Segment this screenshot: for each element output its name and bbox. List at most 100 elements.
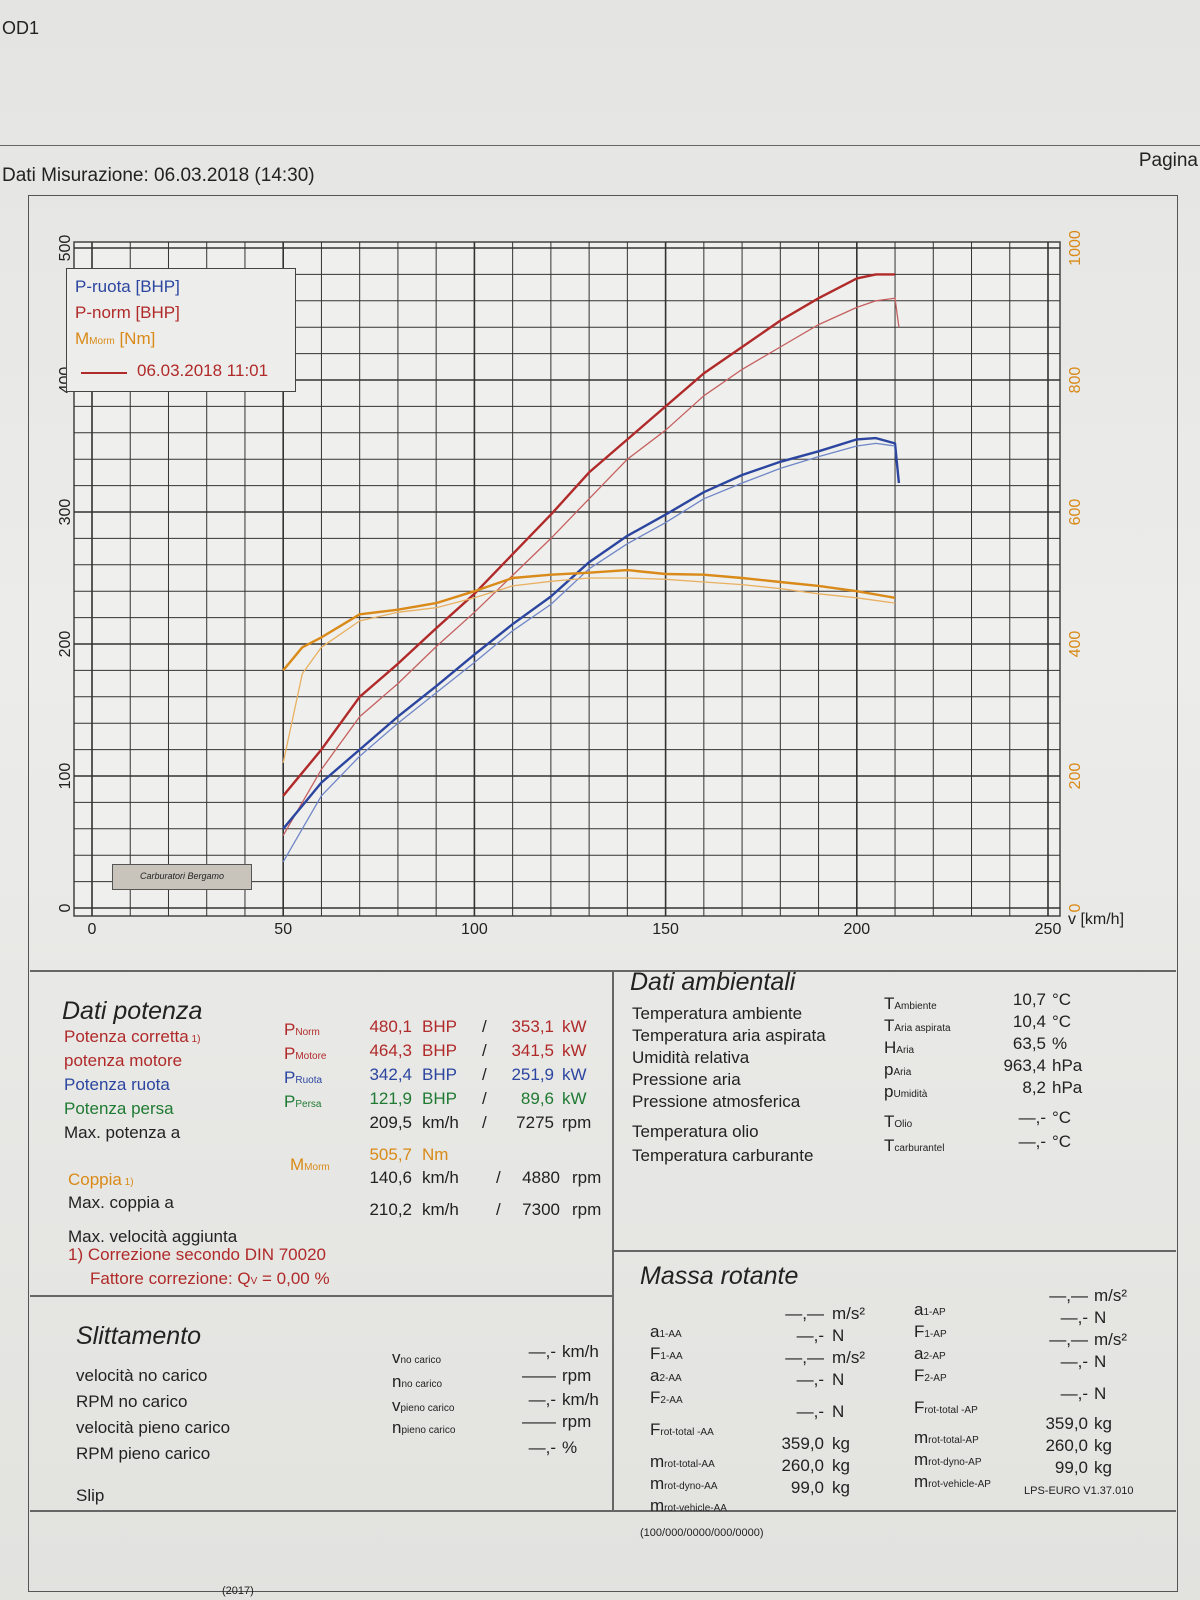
series-line-5 bbox=[282, 577, 896, 763]
power-symbol: PMotore bbox=[284, 1044, 326, 1064]
mass-left-unit: kg bbox=[832, 1478, 850, 1497]
power-value-2: 89,6 bbox=[520, 1089, 554, 1108]
ambient-symbol-symbol: T bbox=[884, 1016, 895, 1035]
ambient-value: 10,7 bbox=[1012, 990, 1046, 1009]
series-line-0 bbox=[282, 273, 895, 797]
mass-left-symbol: a1-AA bbox=[650, 1322, 682, 1342]
power-unit-2: kW bbox=[562, 1089, 587, 1108]
max_speed-sep: / bbox=[496, 1200, 501, 1219]
power-value-2: 251,9 bbox=[511, 1065, 554, 1084]
mass-left-symbol-symbol: F bbox=[650, 1420, 661, 1439]
max_torque-label: Max. coppia a bbox=[68, 1193, 174, 1212]
mass-right-symbol-symbol: m bbox=[914, 1472, 929, 1491]
mass-right-value: —,- bbox=[1060, 1352, 1088, 1371]
ambient-value: 8,2 bbox=[1022, 1078, 1046, 1097]
slip-symbol: npieno carico bbox=[392, 1418, 455, 1438]
mass-right-unit: m/s² bbox=[1094, 1286, 1128, 1305]
ambient-section-title: Dati ambientali bbox=[630, 968, 796, 996]
mass-left-value: 359,0 bbox=[781, 1434, 824, 1453]
mass-right-symbol-symbol: F bbox=[914, 1322, 925, 1341]
ambient-symbol-sub: Aria bbox=[896, 1045, 915, 1056]
report-code: OD1 bbox=[2, 18, 40, 38]
legend-m-symbol: M bbox=[75, 329, 90, 348]
power-value-1: 342,4 bbox=[369, 1065, 412, 1084]
header-rule bbox=[0, 145, 1200, 146]
mass-left-symbol-symbol: F bbox=[650, 1344, 661, 1363]
mass-left-symbol-sub: rot-total-AA bbox=[664, 1459, 715, 1470]
power-unit-2: kW bbox=[562, 1065, 587, 1084]
mass-right-symbol-sub: rot-total -AP bbox=[924, 1405, 978, 1416]
power-section-title: Dati potenza bbox=[62, 997, 203, 1025]
legend-date-line bbox=[81, 372, 127, 374]
y-left-tick-label: 300 bbox=[57, 499, 74, 526]
x-axis-label: v [km/h] bbox=[1068, 911, 1124, 928]
mass-right-symbol-sub: 1-AP bbox=[924, 1329, 947, 1340]
y-right-tick-label: 600 bbox=[1067, 499, 1084, 526]
mass-left-symbol-symbol: m bbox=[650, 1474, 665, 1493]
ambient-value: 10,4 bbox=[1012, 1012, 1046, 1031]
mass-right-symbol-symbol: a bbox=[914, 1300, 924, 1319]
power-sep: / bbox=[482, 1089, 487, 1108]
mass-right-symbol: mrot-vehicle-AP bbox=[914, 1472, 991, 1492]
footer-code: (100/000/0000/000/0000) bbox=[640, 1527, 764, 1539]
mass-right-value: 260,0 bbox=[1045, 1436, 1088, 1455]
mass-right-symbol-symbol: F bbox=[914, 1398, 925, 1417]
legend-m-unit: [Nm] bbox=[114, 329, 156, 348]
power-sep: / bbox=[482, 1041, 487, 1060]
power-sep: / bbox=[482, 1065, 487, 1084]
mass-left-symbol-symbol: a bbox=[650, 1322, 660, 1341]
mass-right-unit: N bbox=[1094, 1308, 1107, 1327]
max_speed-value-2: 7300 bbox=[522, 1200, 560, 1219]
power-symbol-symbol: P bbox=[284, 1092, 296, 1111]
x-tick-label: 150 bbox=[652, 921, 679, 938]
ambient-value: 63,5 bbox=[1012, 1034, 1046, 1053]
ambient-symbol: TAmbiente bbox=[884, 994, 937, 1014]
mass-left-symbol-sub: 1-AA bbox=[660, 1351, 683, 1362]
mass-left-symbol-symbol: F bbox=[650, 1388, 661, 1407]
mass-right-symbol: a2-AP bbox=[914, 1344, 946, 1364]
mass-right-value: —,— bbox=[1049, 1330, 1088, 1349]
mass-left-symbol-symbol: m bbox=[650, 1496, 665, 1515]
mass-right-symbol: mrot-dyno-AP bbox=[914, 1450, 982, 1470]
power-sep: / bbox=[482, 1113, 487, 1132]
software-version: LPS-EURO V1.37.010 bbox=[1024, 1485, 1134, 1497]
mass-right-symbol-sub: 2-AP bbox=[924, 1373, 947, 1384]
slip-value: —— bbox=[522, 1366, 556, 1385]
y-left-tick-label: 100 bbox=[57, 763, 74, 790]
slip-unit: rpm bbox=[562, 1412, 592, 1431]
slip-value: —,- bbox=[528, 1390, 556, 1409]
mass-left-symbol: Frot-total -AA bbox=[650, 1420, 714, 1440]
ambient-label: Temperatura carburante bbox=[632, 1146, 814, 1165]
power-symbol-symbol: P bbox=[284, 1068, 296, 1087]
slip-symbol: vno carico bbox=[392, 1348, 441, 1368]
x-tick-label: 200 bbox=[843, 921, 870, 938]
y-left-tick-label: 200 bbox=[57, 631, 74, 658]
series-line-1 bbox=[282, 297, 900, 836]
legend-m-sub: Morm bbox=[89, 336, 115, 347]
mass-left-unit: N bbox=[832, 1370, 845, 1389]
y-right-tick-label: 800 bbox=[1067, 367, 1084, 394]
power-symbol: PNorm bbox=[284, 1020, 320, 1040]
max_speed-value-1: 210,2 bbox=[369, 1200, 412, 1219]
mass-left-symbol: a2-AA bbox=[650, 1366, 682, 1386]
slip-symbol-symbol: v bbox=[392, 1396, 401, 1415]
ambient-unit: °C bbox=[1052, 990, 1072, 1009]
legend-m-norm: MMorm [Nm] bbox=[75, 329, 155, 349]
ambient-symbol-symbol: T bbox=[884, 1136, 895, 1155]
mass-left-value: —,— bbox=[785, 1304, 824, 1323]
slip-unit: rpm bbox=[562, 1366, 592, 1385]
slip-symbol-symbol: v bbox=[392, 1348, 401, 1367]
power-unit-1: BHP bbox=[422, 1065, 457, 1084]
ambient-label: Pressione aria bbox=[632, 1070, 741, 1089]
torque-unit: Nm bbox=[422, 1145, 449, 1164]
slip-label: velocità pieno carico bbox=[76, 1418, 231, 1437]
slip-symbol: vpieno carico bbox=[392, 1396, 454, 1416]
x-tick-label: 250 bbox=[1035, 921, 1062, 938]
correction-label: Fattore correzione: Q bbox=[90, 1269, 251, 1288]
ambient-symbol-sub: carburantel bbox=[894, 1143, 945, 1154]
power-value-1: 480,1 bbox=[369, 1017, 412, 1036]
mass-right-symbol-sub: rot-vehicle-AP bbox=[928, 1479, 991, 1490]
ambient-symbol-symbol: T bbox=[884, 1112, 895, 1131]
ambient-symbol-sub: Umidità bbox=[893, 1089, 928, 1100]
max_torque-value-1: 140,6 bbox=[369, 1168, 412, 1187]
